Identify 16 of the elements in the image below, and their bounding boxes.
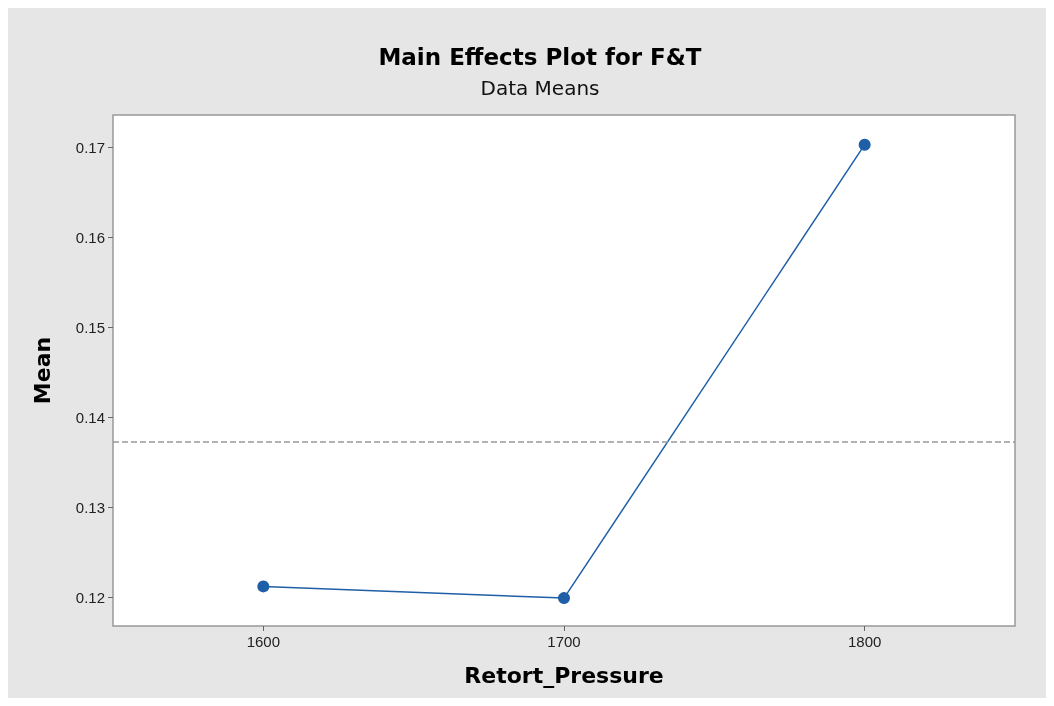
y-axis-title: Mean [29, 336, 55, 405]
chart-title: Main Effects Plot for F&T [378, 43, 702, 70]
point [858, 138, 871, 151]
y-tick-label: 0.16 [75, 228, 105, 246]
y-tick-label: 0.17 [75, 138, 105, 156]
y-tick-label: 0.14 [75, 408, 105, 426]
y-tick-label: 0.15 [75, 318, 105, 336]
point [257, 580, 270, 593]
x-tick-label: 1700 [547, 633, 581, 650]
y-tick-label: 0.13 [75, 498, 105, 516]
x-axis-title: Retort_Pressure [464, 662, 664, 688]
x-tick-label: 1600 [246, 633, 281, 650]
chart-subtitle: Data Means [480, 76, 600, 100]
point [558, 592, 570, 605]
y-tick-label: 0.12 [75, 588, 105, 606]
x-tick-label: 1800 [847, 633, 882, 650]
